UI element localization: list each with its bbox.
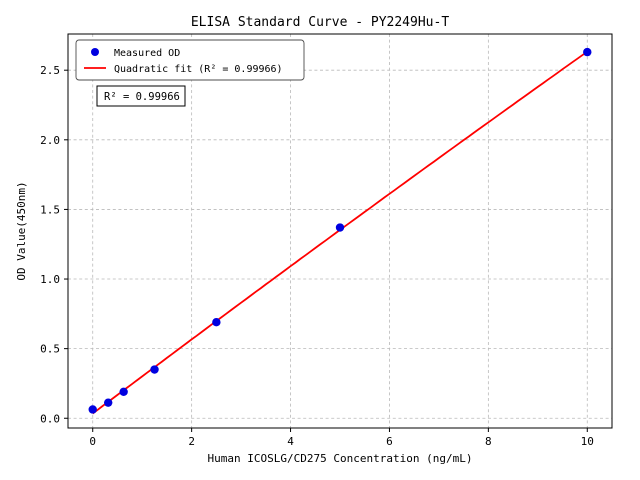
measured-od-point: [150, 365, 159, 374]
y-tick-label: 0.5: [40, 343, 60, 356]
series-layer: [88, 47, 592, 415]
x-tick-label: 4: [287, 435, 294, 448]
y-tick-label: 1.0: [40, 273, 60, 286]
measured-od-point: [583, 47, 592, 57]
x-tick-label: 2: [188, 435, 195, 448]
legend-box: [75, 39, 305, 81]
y-tick-label: 1.5: [40, 203, 60, 216]
x-tick-label: 10: [581, 435, 594, 448]
x-tick-label: 6: [386, 435, 393, 448]
y-axis-title: OD Value(450nm): [15, 181, 28, 280]
x-axis-title: Human ICOSLG/CD275 Concentration (ng/mL): [208, 452, 473, 465]
axis-layer: 0 2 4 6 8 10 0.0 0.5 1.0 1.5 2.0 2.5: [40, 64, 594, 448]
legend-measured-od-marker: [91, 48, 99, 56]
y-tick-label: 2.0: [40, 134, 60, 147]
legend-fit-label: Quadratic fit (R² = 0.99966): [114, 64, 283, 75]
r-squared-text: R² = 0.99966: [104, 91, 180, 103]
y-tick-label: 2.5: [40, 64, 60, 77]
chart-title: ELISA Standard Curve - PY2249Hu-T: [191, 15, 449, 30]
r-squared-annotation: R² = 0.99966: [96, 85, 186, 107]
y-tick-label: 0.0: [40, 412, 60, 425]
measured-od-point: [335, 223, 345, 232]
measured-od-point: [119, 387, 128, 397]
plot-frame: [67, 33, 613, 429]
x-tick-label: 8: [485, 435, 492, 448]
measured-od-point: [88, 405, 97, 414]
x-tick-label: 0: [89, 435, 96, 448]
legend: Measured OD Quadratic fit (R² = 0.99966): [75, 39, 305, 81]
legend-measured-od-label: Measured OD: [114, 48, 180, 59]
r-squared-box: [96, 85, 186, 107]
measured-od-point: [212, 317, 221, 327]
measured-od-point: [104, 398, 113, 407]
